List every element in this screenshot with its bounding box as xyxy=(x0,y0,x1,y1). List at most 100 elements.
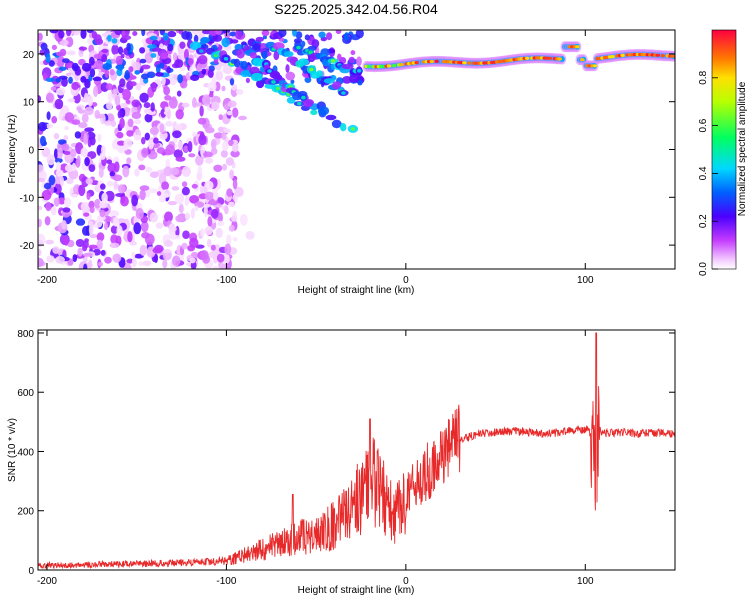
colorbar-tick-label: 0.6 xyxy=(698,118,709,132)
noise-blob xyxy=(53,197,60,207)
multipath-ridge xyxy=(332,81,342,90)
noise-blob xyxy=(167,43,174,52)
noise-blob xyxy=(221,131,227,140)
noise-blob xyxy=(162,259,168,269)
noise-blob xyxy=(151,81,157,93)
noise-blob xyxy=(83,263,88,269)
noise-blob xyxy=(125,99,131,104)
noise-blob xyxy=(234,186,244,198)
multipath-ridge xyxy=(301,95,306,100)
noise-blob xyxy=(81,113,89,123)
noise-blob xyxy=(38,164,44,173)
noise-blob xyxy=(163,240,174,247)
carrier-core xyxy=(462,61,467,65)
noise-blob xyxy=(261,30,270,37)
noise-blob xyxy=(218,114,223,121)
noise-blob xyxy=(87,95,94,107)
noise-blob xyxy=(121,88,131,101)
noise-blob xyxy=(45,239,55,245)
noise-blob xyxy=(131,251,136,259)
noise-blob xyxy=(173,149,183,159)
noise-blob xyxy=(145,166,153,173)
noise-blob xyxy=(273,50,280,61)
noise-blob xyxy=(189,195,200,204)
noise-blob xyxy=(144,113,153,123)
noise-blob xyxy=(57,147,63,159)
noise-blob xyxy=(122,165,130,178)
noise-blob xyxy=(142,260,152,267)
noise-blob xyxy=(115,193,125,197)
noise-blob xyxy=(75,158,81,168)
noise-blob xyxy=(71,30,81,36)
multipath-ridge xyxy=(189,41,202,51)
noise-blob xyxy=(53,133,60,140)
colorbar-label: Normalized spectral amplitude xyxy=(737,81,748,216)
noise-blob xyxy=(114,30,123,36)
noise-blob xyxy=(171,186,180,191)
noise-blob xyxy=(215,71,224,81)
noise-blob xyxy=(141,147,149,158)
noise-blob xyxy=(295,31,303,39)
noise-blob xyxy=(234,43,243,51)
colorbar-tick-label: 0.8 xyxy=(698,70,709,84)
chart-title: S225.2025.342.04.56.R04 xyxy=(274,1,438,17)
noise-blob xyxy=(206,238,212,248)
carrier-core xyxy=(386,64,392,68)
noise-blob xyxy=(234,30,243,40)
noise-blob xyxy=(348,56,355,64)
carrier-core xyxy=(557,57,562,61)
y-tick-label: 10 xyxy=(23,98,35,109)
colorbar-tick-label: 0.2 xyxy=(698,214,709,228)
multipath-ridge xyxy=(308,50,313,55)
noise-blob xyxy=(228,224,235,232)
noise-blob xyxy=(167,201,177,206)
noise-blob xyxy=(224,32,231,39)
noise-blob xyxy=(326,32,333,41)
noise-blob xyxy=(101,54,108,63)
noise-blob xyxy=(202,30,212,35)
carrier-core xyxy=(399,63,404,67)
noise-blob xyxy=(187,141,193,153)
noise-blob xyxy=(210,138,217,150)
noise-blob xyxy=(167,30,177,38)
noise-blob xyxy=(196,172,203,180)
noise-blob xyxy=(165,144,175,155)
noise-blob xyxy=(85,178,94,185)
carrier-core xyxy=(580,58,585,62)
noise-blob xyxy=(238,115,247,121)
noise-blob xyxy=(221,85,226,92)
noise-blob xyxy=(98,168,104,178)
snr-frame xyxy=(37,329,676,571)
noise-blob xyxy=(55,78,62,83)
x-tick-label: -100 xyxy=(216,576,236,587)
noise-blob xyxy=(165,120,173,127)
noise-blob xyxy=(231,84,238,91)
noise-blob xyxy=(94,60,104,70)
noise-blob xyxy=(262,35,267,40)
noise-blob xyxy=(149,126,159,135)
noise-blob xyxy=(38,239,44,248)
noise-blob xyxy=(38,121,47,132)
noise-blob xyxy=(204,226,213,236)
noise-blob xyxy=(133,222,142,235)
noise-blob xyxy=(172,235,181,240)
noise-blob xyxy=(192,97,197,108)
noise-blob xyxy=(117,184,126,194)
noise-blob xyxy=(41,189,52,201)
noise-blob xyxy=(123,138,133,148)
noise-blob xyxy=(86,192,91,200)
noise-blob xyxy=(245,77,250,84)
noise-blob xyxy=(215,30,223,35)
noise-blob xyxy=(48,60,55,67)
noise-blob xyxy=(182,230,190,239)
noise-blob xyxy=(261,50,268,60)
noise-blob xyxy=(88,259,93,269)
noise-blob xyxy=(232,179,238,190)
noise-blob xyxy=(174,193,185,204)
noise-blob xyxy=(110,120,117,127)
multipath-ridge xyxy=(357,69,362,73)
noise-blob xyxy=(222,163,227,171)
noise-blob xyxy=(107,91,114,102)
noise-blob xyxy=(115,55,123,66)
carrier-core xyxy=(524,56,530,60)
